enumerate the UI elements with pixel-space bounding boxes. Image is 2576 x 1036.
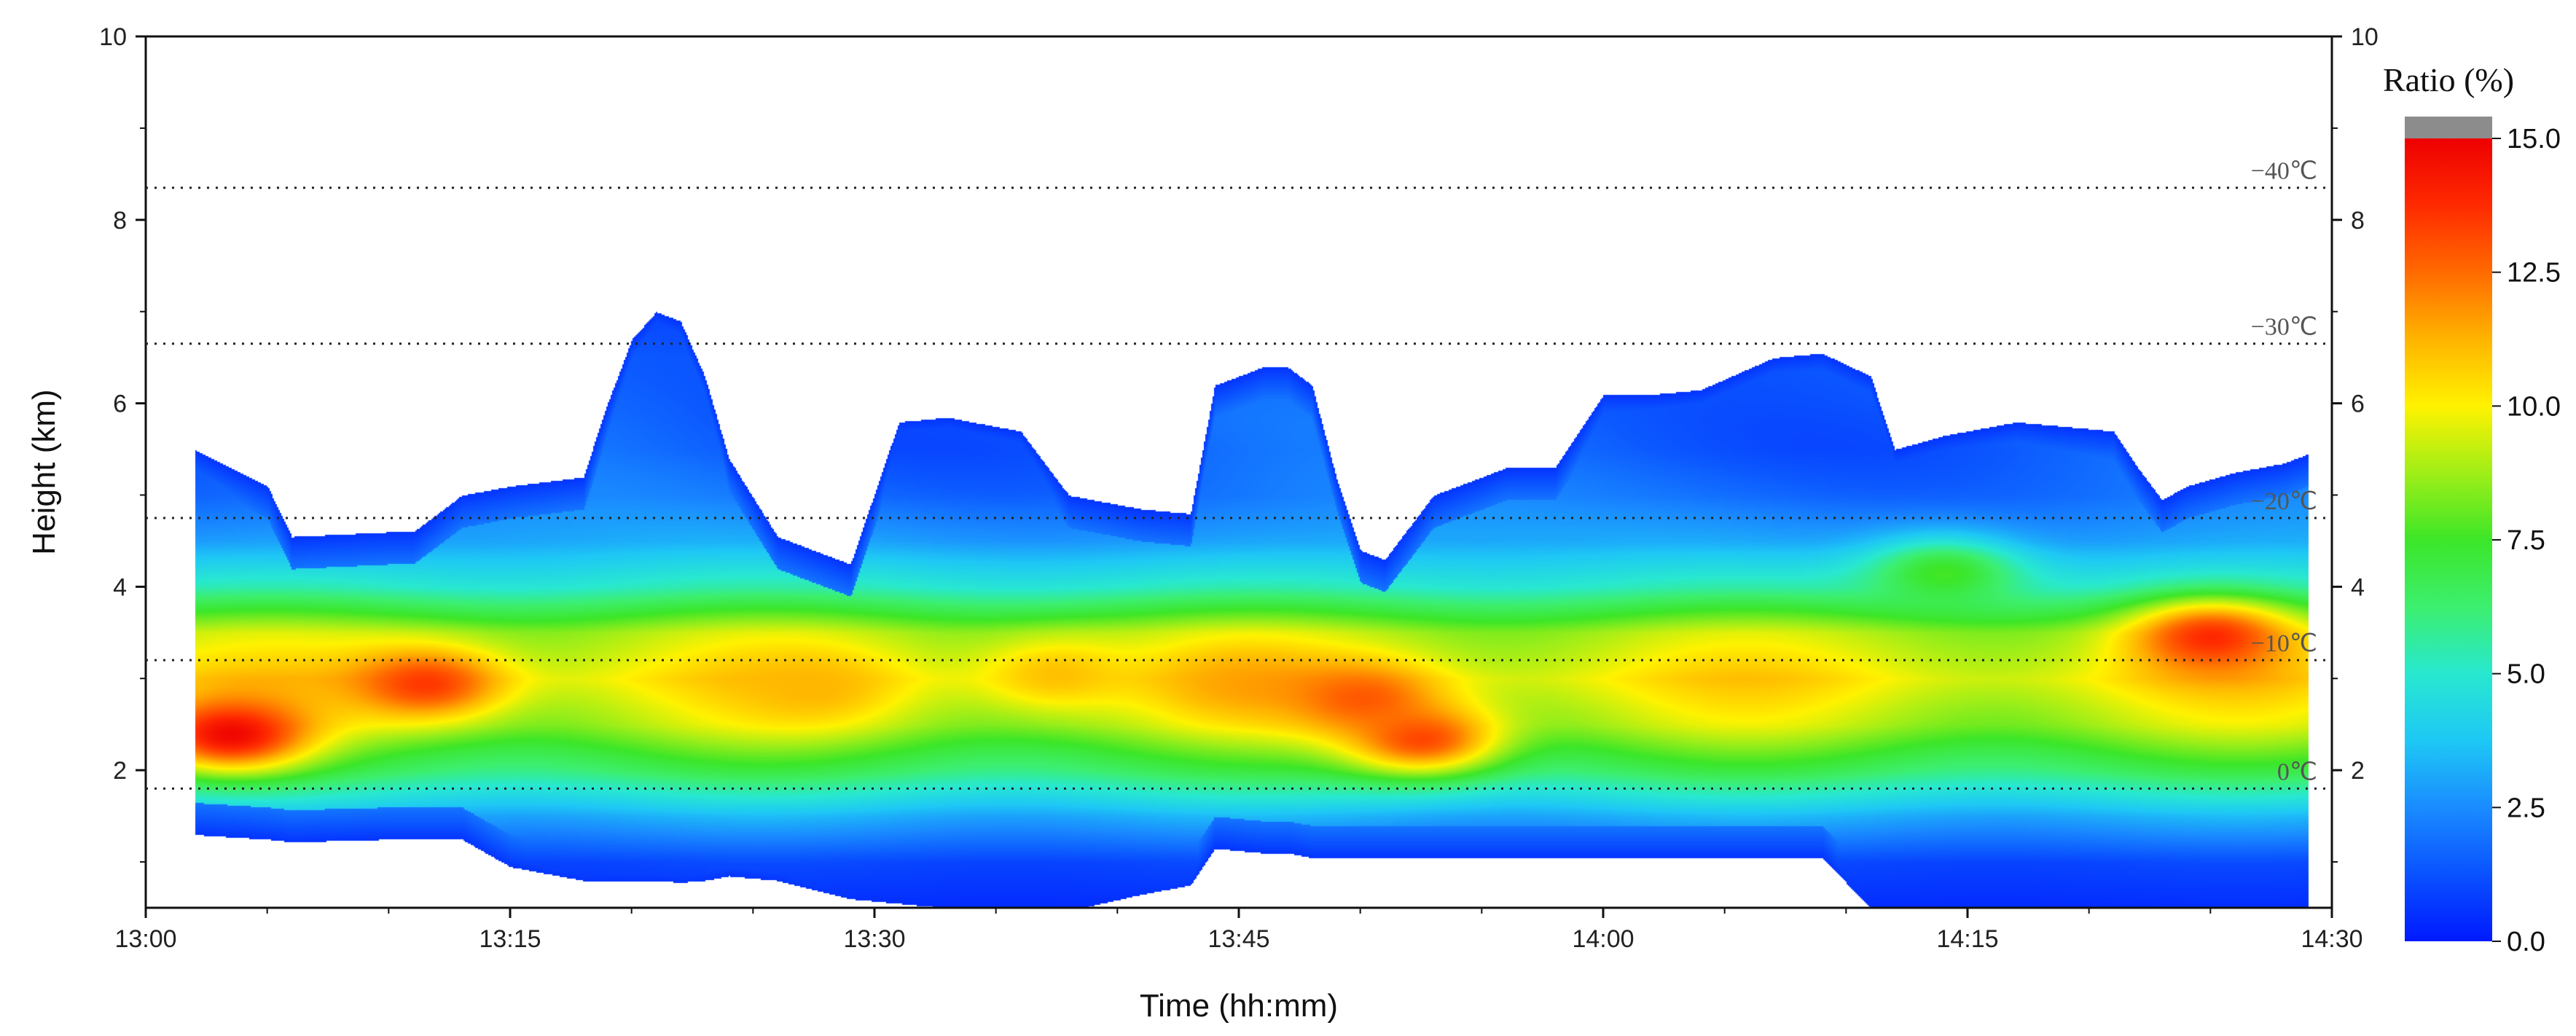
- right-y-tick-label: 4: [2351, 573, 2365, 601]
- colorbar-title: Ratio (%): [2383, 61, 2514, 98]
- y-tick-label: 4: [113, 573, 127, 601]
- colorbar-overflow-patch: [2405, 117, 2492, 138]
- x-tick-label: 13:15: [479, 925, 541, 953]
- isotherm-label: −10℃: [2251, 630, 2317, 657]
- ratio-contour-field: [146, 36, 2332, 908]
- colorbar-tick-label: 10.0: [2507, 391, 2561, 422]
- right-y-tick-label: 6: [2351, 391, 2365, 418]
- colorbar-tick-label: 7.5: [2507, 525, 2545, 556]
- colorbar-tick-label: 15.0: [2507, 124, 2561, 154]
- colorbar-tick-label: 2.5: [2507, 793, 2545, 823]
- x-axis-title: Time (hh:mm): [1140, 988, 1338, 1024]
- x-tick-label: 14:15: [1936, 925, 1998, 953]
- colorbar-tick-label: 5.0: [2507, 659, 2545, 690]
- x-tick-label: 14:30: [2301, 925, 2362, 953]
- y-tick-label: 10: [99, 23, 127, 51]
- isotherm-label: −30℃: [2251, 314, 2317, 341]
- y-tick-label: 2: [113, 757, 127, 785]
- x-tick-label: 13:00: [114, 925, 176, 953]
- colorbar-gradient: [2405, 138, 2492, 941]
- isotherm-label: 0℃: [2277, 758, 2317, 785]
- right-y-tick-label: 2: [2351, 757, 2365, 785]
- colorbar-tick-label: 0.0: [2507, 927, 2545, 957]
- right-y-tick-label: 8: [2351, 207, 2365, 235]
- y-axis-title: Height (km): [26, 389, 62, 554]
- x-tick-label: 13:30: [843, 925, 905, 953]
- isotherm-label: −40℃: [2251, 158, 2317, 185]
- isotherm-label: −20℃: [2251, 488, 2317, 515]
- y-tick-label: 8: [113, 207, 127, 235]
- y-tick-label: 6: [113, 391, 127, 418]
- colorbar-tick-label: 12.5: [2507, 258, 2561, 289]
- x-tick-label: 14:00: [1572, 925, 1634, 953]
- x-tick-label: 13:45: [1207, 925, 1269, 953]
- right-y-tick-label: 10: [2351, 23, 2379, 51]
